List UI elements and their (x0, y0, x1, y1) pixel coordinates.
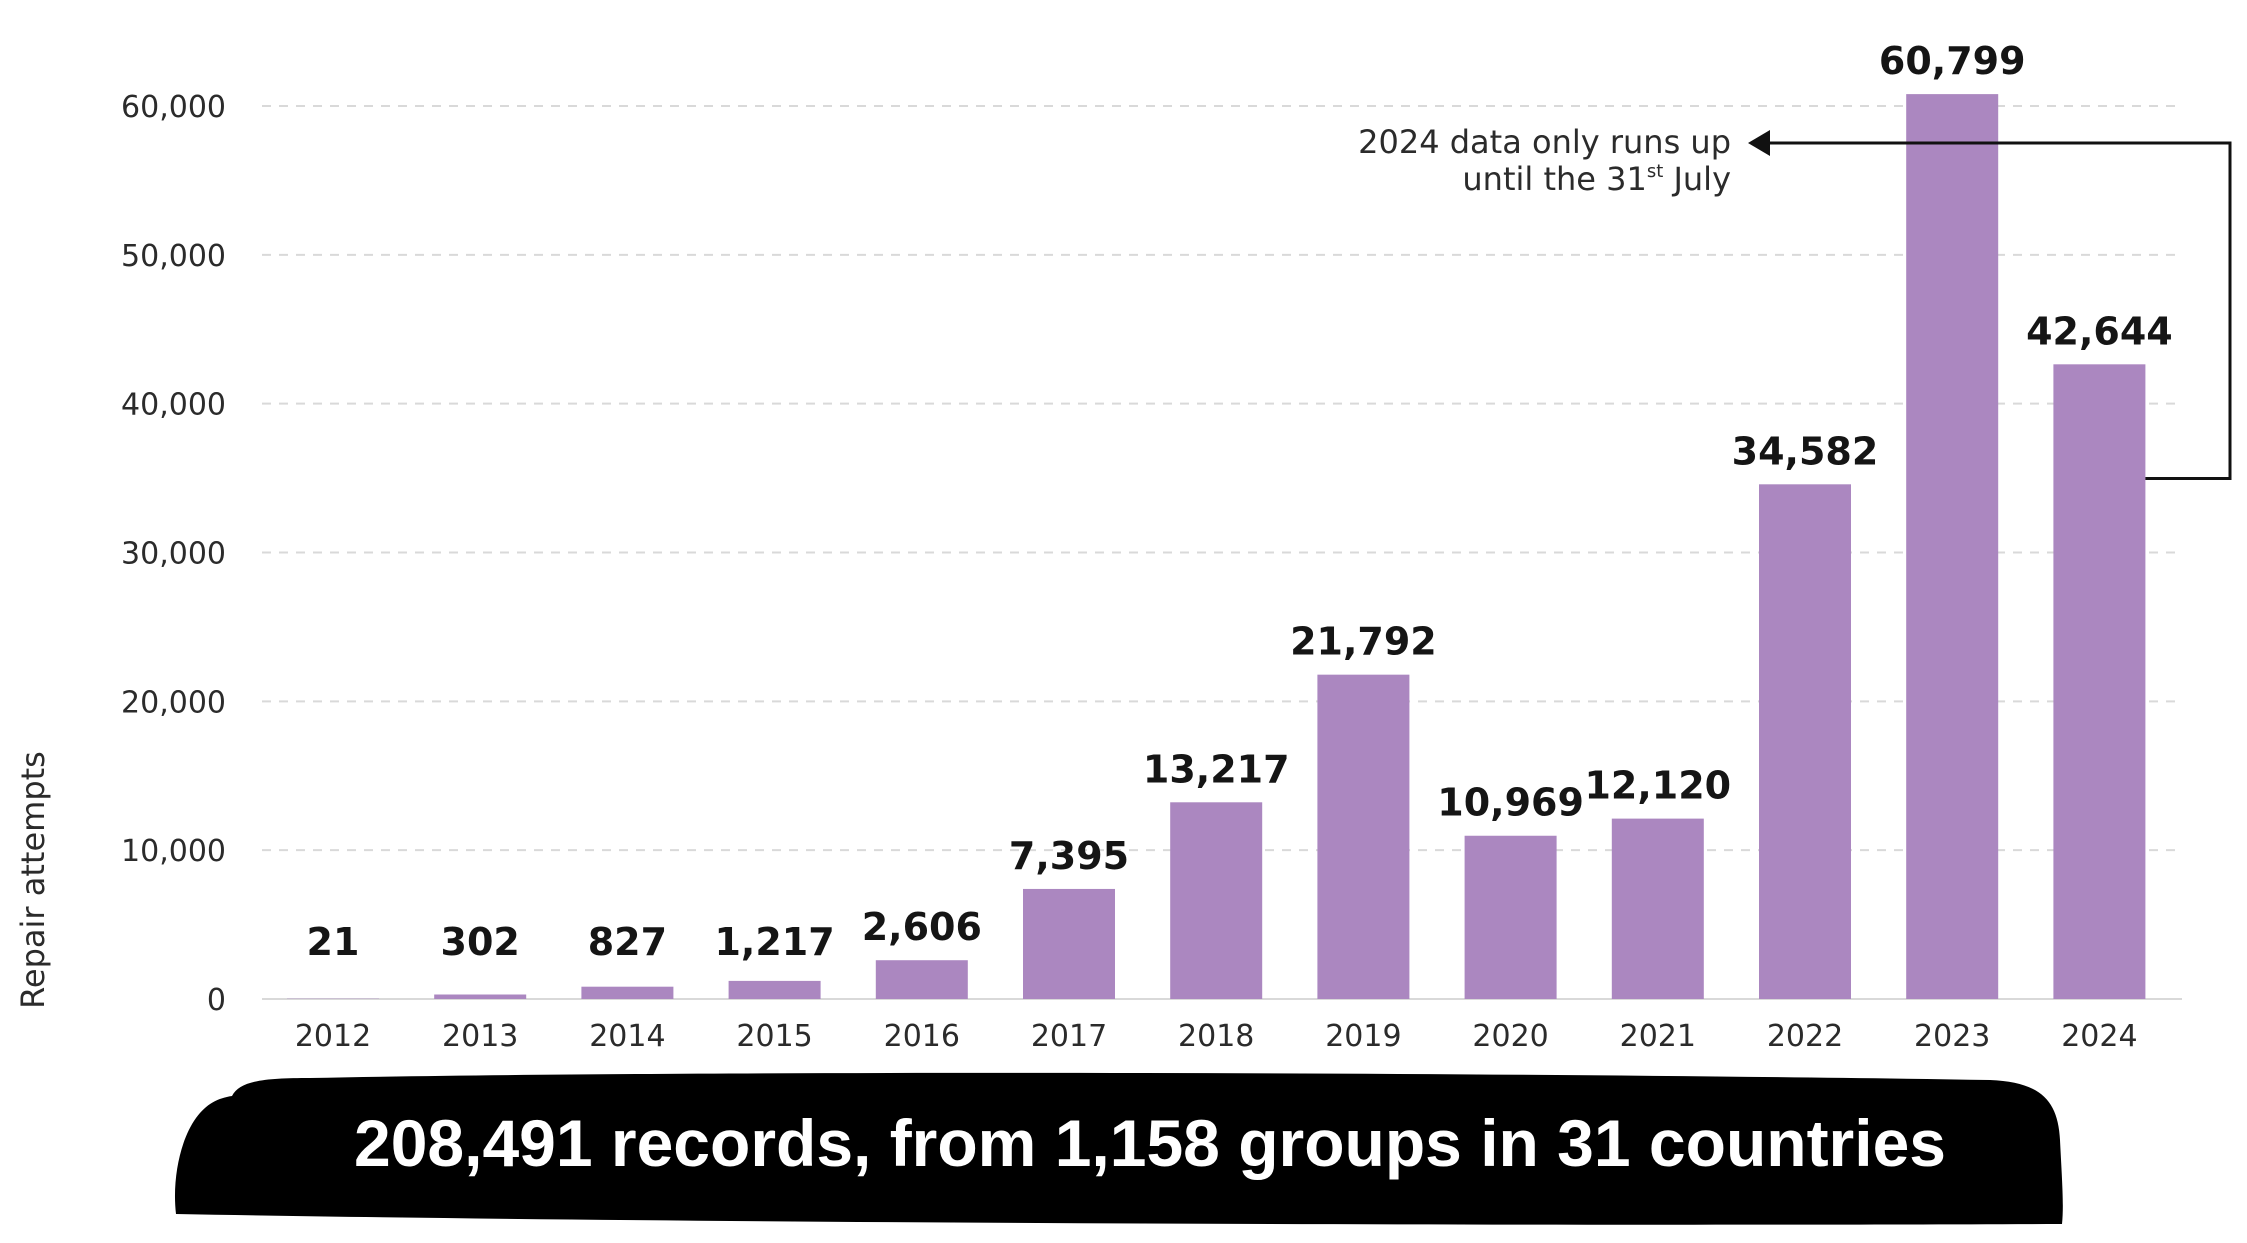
x-tick-label: 2024 (2061, 1019, 2137, 1054)
annotation-line-2: until the 31st July (1462, 160, 1731, 198)
x-tick-label: 2013 (442, 1019, 518, 1054)
annotation-line-2-suffix: July (1663, 160, 1731, 198)
y-tick-label: 50,000 (121, 239, 226, 274)
bar (434, 994, 527, 999)
annotation-line-1: 2024 data only runs up (1358, 123, 1731, 161)
bar (1464, 835, 1557, 999)
y-tick-label: 60,000 (121, 90, 226, 125)
bar-value-label: 10,969 (1437, 781, 1584, 825)
bar (1759, 484, 1851, 999)
annotation-connector-line (1766, 141, 2232, 481)
bar-value-label: 1,217 (714, 920, 834, 964)
summary-banner-shape (174, 1072, 2063, 1225)
y-tick-label: 30,000 (121, 537, 226, 572)
annotation-line-2-prefix: until the 31 (1462, 160, 1646, 198)
y-axis-title: Repair attempts (14, 751, 52, 1009)
bar-value-label: 21 (307, 920, 360, 964)
y-tick-label: 10,000 (121, 834, 226, 869)
bar (875, 960, 968, 999)
bar (1317, 674, 1410, 999)
x-tick-label: 2015 (736, 1019, 812, 1054)
x-tick-label: 2018 (1178, 1019, 1254, 1054)
x-axis-tick-labels: 2012 2013 2014 2015 2016 2017 2018 2019 2020 2021… (295, 1019, 2138, 1054)
bar-value-label: 21,792 (1290, 620, 1437, 664)
bar (1023, 888, 1115, 999)
bar-value-label: 13,217 (1143, 747, 1290, 791)
bar (1611, 818, 1704, 999)
bar (581, 986, 674, 999)
summary-banner: 208,491 records, from 1,158 groups in 31… (174, 1072, 2063, 1225)
annotation: 2024 data only runs up until the 31st Ju… (1358, 123, 2232, 481)
y-tick-label: 0 (207, 983, 226, 1018)
y-tick-label: 40,000 (121, 388, 226, 423)
bar (2053, 364, 2146, 999)
x-tick-label: 2012 (295, 1019, 371, 1054)
annotation-line-2-superscript: st (1647, 161, 1663, 182)
x-tick-label: 2017 (1031, 1019, 1107, 1054)
bar-value-label: 302 (441, 920, 520, 964)
bar (1170, 802, 1263, 999)
bars (287, 94, 2146, 999)
annotation-arrowhead (1748, 130, 1770, 156)
x-tick-label: 2021 (1620, 1019, 1696, 1054)
bar-value-label: 827 (588, 920, 667, 964)
bar-value-label: 2,606 (862, 905, 982, 949)
x-tick-label: 2014 (589, 1019, 665, 1054)
x-tick-label: 2016 (884, 1019, 960, 1054)
bar (728, 980, 821, 999)
bar-value-label: 7,395 (1009, 834, 1129, 878)
bar-value-label: 42,644 (2026, 309, 2173, 353)
y-axis-tick-labels: 0 10,000 20,000 30,000 40,000 50,000 60,000 (121, 90, 226, 1018)
x-tick-label: 2020 (1472, 1019, 1548, 1054)
bar-value-label: 12,120 (1584, 764, 1731, 808)
x-tick-label: 2022 (1767, 1019, 1843, 1054)
x-tick-label: 2023 (1914, 1019, 1990, 1054)
bar-value-labels: 21 302 827 1,217 2,606 7,395 13,217 21,792 10,96… (307, 39, 2173, 964)
bar-value-label: 34,582 (1732, 429, 1879, 473)
bar-value-label: 60,799 (1879, 39, 2026, 83)
x-tick-label: 2019 (1325, 1019, 1401, 1054)
bar (1906, 94, 1999, 999)
y-tick-label: 20,000 (121, 685, 226, 720)
summary-banner-text: 208,491 records, from 1,158 groups in 31… (354, 1106, 1946, 1180)
